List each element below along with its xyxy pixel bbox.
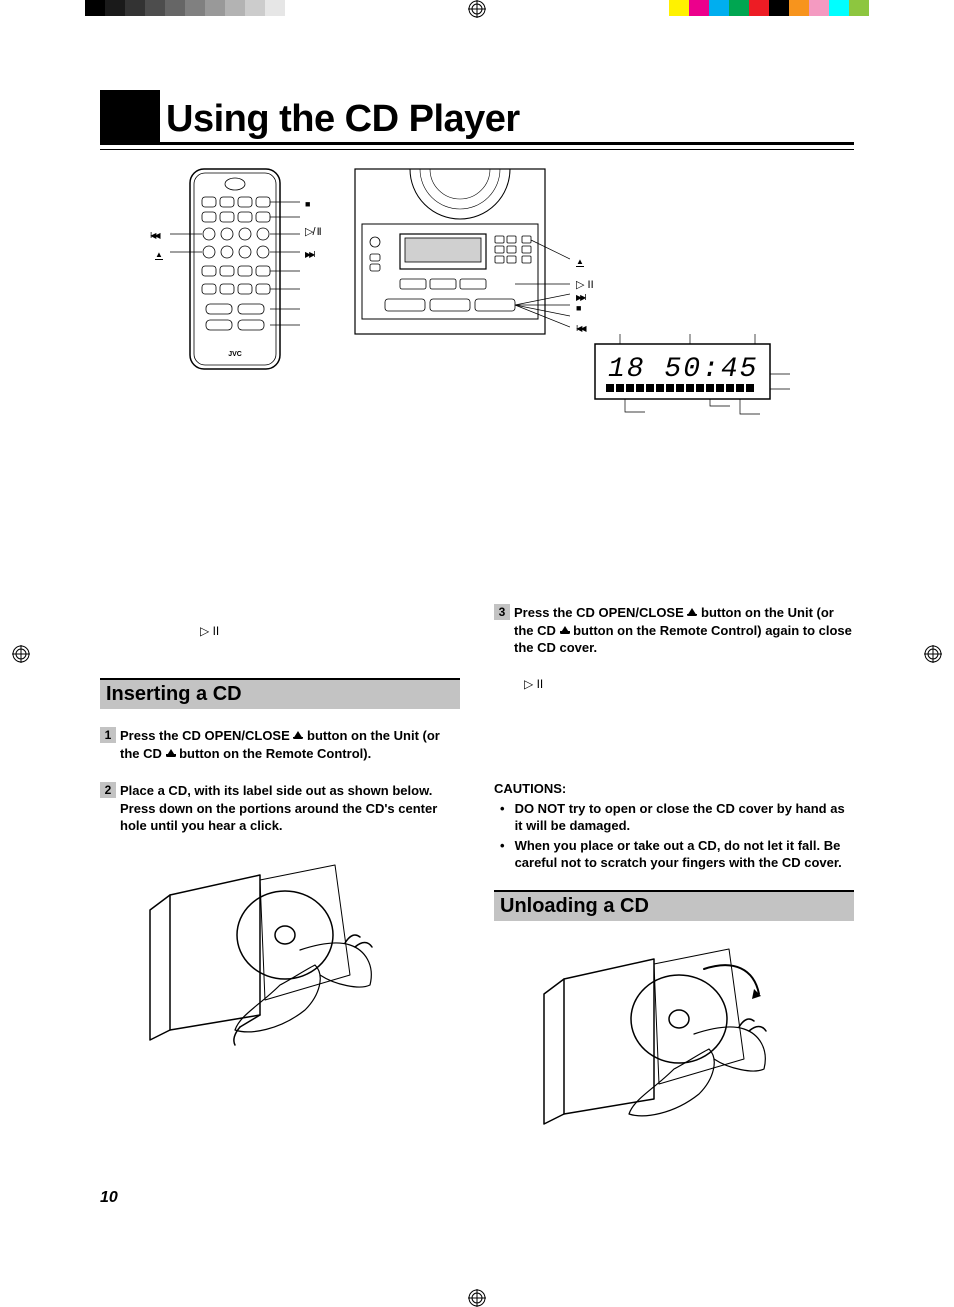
callout-rewind-icon — [150, 227, 159, 241]
registration-mark-icon — [468, 0, 486, 18]
cautions-heading: CAUTIONS: — [494, 781, 854, 796]
step-text: Press the CD OPEN/CLOSE button on the Un… — [514, 604, 854, 657]
diagram-area: JVC — [100, 164, 854, 474]
grayscale-bar — [85, 0, 285, 16]
step-2: 2 Place a CD, with its label side out as… — [100, 782, 460, 835]
caution-text: When you place or take out a CD, do not … — [515, 837, 854, 872]
registration-mark-icon — [12, 645, 30, 663]
caution-text: DO NOT try to open or close the CD cover… — [515, 800, 854, 835]
print-registration-top — [0, 0, 954, 18]
lcd-display-diagram: 18 50:45 — [590, 334, 790, 424]
callout-eject-icon — [155, 246, 163, 260]
title-marker — [100, 90, 160, 142]
play-pause-symbol: ▷ II — [200, 624, 460, 638]
step-text-part: Press the CD OPEN/CLOSE — [514, 605, 687, 620]
left-column: ▷ II Inserting a CD 1 Press the CD OPEN/… — [100, 624, 460, 1139]
unloading-cd-illustration — [534, 939, 814, 1139]
caution-item: DO NOT try to open or close the CD cover… — [494, 800, 854, 835]
print-registration-bottom — [0, 1289, 954, 1307]
right-column: 3 Press the CD OPEN/CLOSE button on the … — [494, 624, 854, 1139]
step-number: 3 — [494, 604, 510, 620]
caution-item: When you place or take out a CD, do not … — [494, 837, 854, 872]
step-text: Press the CD OPEN/CLOSE button on the Un… — [120, 727, 460, 762]
callout-play-pause-icon — [305, 224, 321, 238]
remote-brand-label: JVC — [228, 351, 242, 358]
step-3: 3 Press the CD OPEN/CLOSE button on the … — [494, 604, 854, 657]
callout-stop-icon — [576, 300, 581, 314]
page-number: 10 — [100, 1189, 118, 1207]
main-unit-diagram — [350, 164, 570, 344]
registration-mark-icon — [468, 1289, 486, 1307]
callout-fast-forward-icon — [305, 246, 314, 260]
step-number: 1 — [100, 727, 116, 743]
cautions-list: DO NOT try to open or close the CD cover… — [494, 800, 854, 872]
page-title-block: Using the CD Player — [100, 90, 854, 145]
content-columns: ▷ II Inserting a CD 1 Press the CD OPEN/… — [100, 624, 854, 1139]
color-bar — [669, 0, 869, 16]
inserting-cd-illustration — [140, 855, 420, 1055]
eject-icon — [687, 605, 697, 620]
section-heading-inserting: Inserting a CD — [100, 678, 460, 709]
lcd-readout: 18 50:45 — [608, 354, 758, 385]
callout-rewind-icon — [576, 320, 585, 334]
eject-icon — [293, 728, 303, 743]
step-text-part: Press the CD OPEN/CLOSE — [120, 728, 293, 743]
callout-eject-icon — [576, 253, 584, 267]
title-rule — [100, 149, 854, 150]
eject-icon — [166, 746, 176, 761]
play-pause-symbol: ▷ II — [524, 677, 854, 691]
step-text: Place a CD, with its label side out as s… — [120, 782, 460, 835]
step-number: 2 — [100, 782, 116, 798]
page-title: Using the CD Player — [166, 100, 520, 142]
eject-icon — [560, 623, 570, 638]
page-content: Using the CD Player JVC — [100, 90, 854, 1227]
registration-mark-icon — [924, 645, 942, 663]
step-1: 1 Press the CD OPEN/CLOSE button on the … — [100, 727, 460, 762]
callout-stop-icon — [305, 196, 310, 210]
section-heading-unloading: Unloading a CD — [494, 890, 854, 921]
remote-control-diagram: JVC — [170, 164, 300, 384]
step-text-part: button on the Remote Control). — [176, 746, 372, 761]
